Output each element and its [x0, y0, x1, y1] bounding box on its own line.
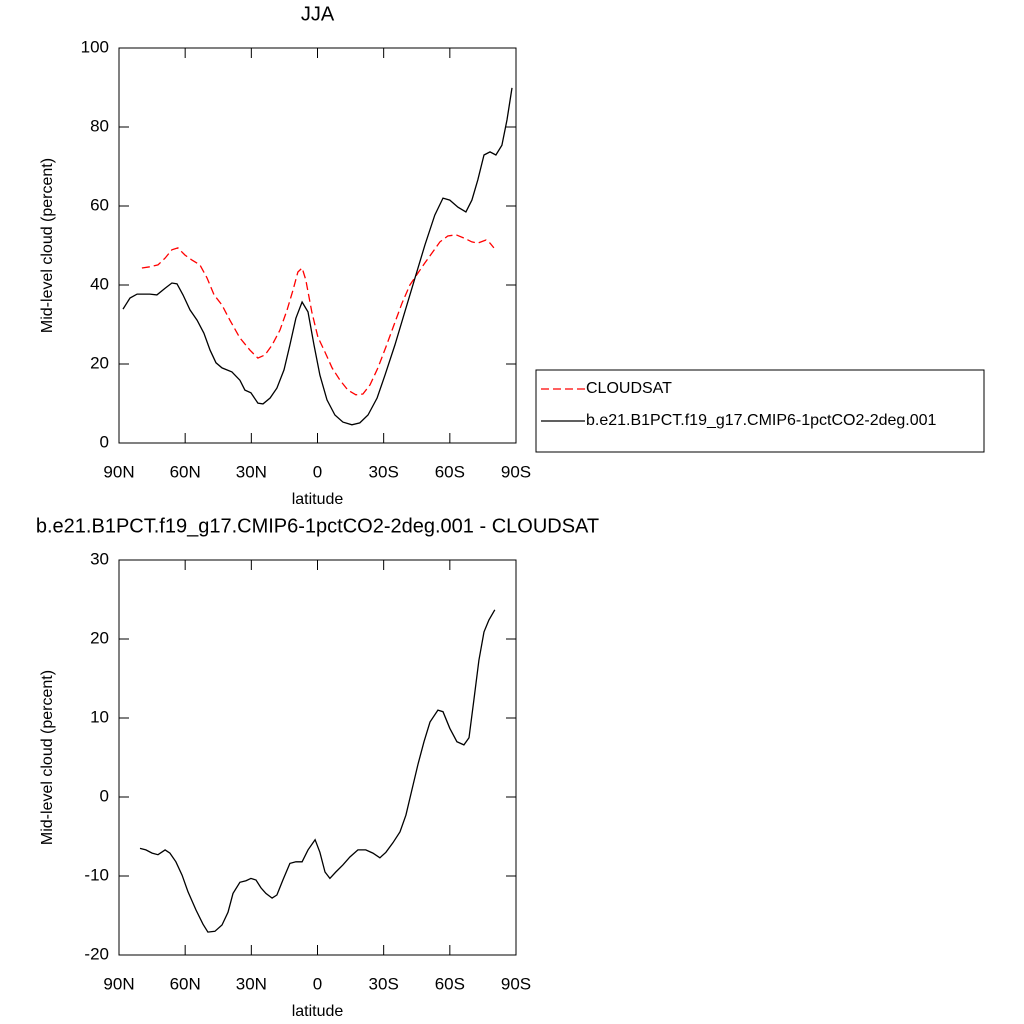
- legend-label: CLOUDSAT: [586, 380, 672, 397]
- legend-label: b.e21.B1PCT.f19_g17.CMIP6-1pctCO2-2deg.0…: [586, 412, 937, 429]
- data-line: [139, 609, 496, 933]
- legend-box: [535, 369, 985, 453]
- x-tick-label: 60N: [170, 462, 201, 481]
- y-tick-label: 10: [90, 707, 109, 726]
- y-tick-label: 20: [90, 353, 109, 372]
- y-axis-label: Mid-level cloud (percent): [39, 158, 56, 333]
- y-tick-label: -10: [84, 865, 109, 884]
- chart-title: b.e21.B1PCT.f19_g17.CMIP6-1pctCO2-2deg.0…: [36, 515, 599, 537]
- data-line: [122, 87, 513, 426]
- x-tick-label: 90S: [501, 974, 531, 993]
- x-tick-label: 90S: [501, 462, 531, 481]
- x-tick-label: 30N: [236, 462, 267, 481]
- x-tick-label: 60S: [435, 462, 465, 481]
- y-tick-label: 100: [81, 37, 109, 56]
- y-tick-label: 30: [90, 549, 109, 568]
- chart-title: JJA: [301, 3, 335, 25]
- x-tick-label: 60S: [435, 974, 465, 993]
- x-tick-label: 30S: [369, 462, 399, 481]
- y-tick-label: 20: [90, 628, 109, 647]
- y-tick-label: 0: [100, 786, 109, 805]
- x-tick-label: 90N: [103, 462, 134, 481]
- y-tick-label: 60: [90, 195, 109, 214]
- y-tick-label: 40: [90, 274, 109, 293]
- x-axis-label: latitude: [292, 491, 344, 508]
- plot-frame: [118, 47, 517, 444]
- x-tick-label: 90N: [103, 974, 134, 993]
- x-tick-label: 0: [313, 462, 322, 481]
- x-tick-label: 60N: [170, 974, 201, 993]
- y-axis-label: Mid-level cloud (percent): [39, 670, 56, 845]
- x-tick-label: 0: [313, 974, 322, 993]
- y-tick-label: -20: [84, 944, 109, 963]
- plot-frame: [118, 559, 517, 956]
- y-tick-label: 0: [100, 432, 109, 451]
- y-tick-label: 80: [90, 116, 109, 135]
- x-tick-label: 30S: [369, 974, 399, 993]
- x-tick-label: 30N: [236, 974, 267, 993]
- data-line: [141, 234, 495, 396]
- x-axis-label: latitude: [292, 1003, 344, 1020]
